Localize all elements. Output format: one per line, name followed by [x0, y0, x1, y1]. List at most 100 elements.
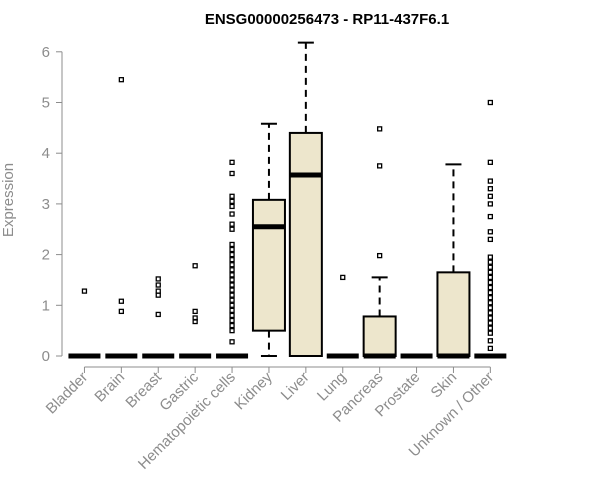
outlier-point [229, 221, 235, 227]
outlier-point [487, 345, 494, 352]
outlier-point [192, 308, 198, 315]
outlier-point [487, 254, 494, 260]
outlier-point [229, 198, 235, 205]
outlier-point [487, 320, 494, 326]
outlier-point [229, 241, 235, 248]
outlier-point [487, 186, 494, 192]
outlier-point [487, 325, 494, 331]
y-tick-label: 0 [42, 348, 50, 365]
outlier-point [155, 292, 161, 298]
outlier-point [487, 264, 494, 270]
outlier-point [118, 298, 124, 304]
outlier-point [487, 330, 494, 336]
outlier-point [229, 262, 235, 268]
outlier-point [229, 246, 235, 253]
box-unknown-other [474, 99, 507, 359]
x-tick-label: Liver [278, 369, 313, 404]
outlier-point [487, 99, 494, 106]
outlier-point [487, 213, 494, 220]
outlier-point [229, 272, 235, 278]
outlier-point [487, 201, 494, 207]
outlier-point [487, 274, 494, 281]
outlier-point [81, 288, 88, 294]
outlier-point [229, 287, 235, 293]
x-tick-label: Kidney [231, 368, 276, 413]
outlier-point [487, 178, 494, 184]
box-brain [105, 77, 138, 359]
outlier-point [229, 339, 235, 345]
outlier-point [376, 126, 383, 132]
outlier-point [487, 295, 494, 301]
y-tick-label: 6 [42, 44, 50, 61]
outlier-point [118, 77, 124, 83]
y-tick-label: 2 [42, 247, 50, 264]
y-tick-label: 5 [42, 95, 50, 112]
outlier-point [229, 292, 235, 298]
outlier-point [376, 252, 383, 259]
outlier-point [229, 317, 235, 324]
outlier-point [487, 159, 494, 165]
outlier-point [229, 251, 235, 258]
box-rect [288, 131, 323, 357]
outlier-point [487, 284, 494, 291]
outlier-point [487, 279, 494, 286]
y-tick-label: 1 [42, 297, 50, 314]
outlier-point [487, 259, 494, 265]
box-bladder [68, 288, 101, 359]
outlier-point [229, 322, 235, 329]
box-pancreas [362, 126, 397, 359]
box-liver [288, 41, 323, 357]
outlier-point [376, 163, 383, 169]
y-axis: 0 1 2 3 4 5 6 [42, 44, 63, 365]
outlier-point [192, 315, 198, 321]
outlier-point [155, 276, 161, 282]
box-rect [436, 271, 471, 357]
outlier-point [229, 226, 235, 232]
box-rect [362, 315, 397, 358]
y-tick-label: 3 [42, 196, 50, 213]
outlier-point [229, 282, 235, 288]
outlier-point [229, 211, 235, 217]
outlier-point [229, 327, 235, 334]
outlier-point [229, 277, 235, 283]
outlier-point [118, 308, 124, 315]
y-axis-label: Expression [0, 163, 17, 237]
outlier-point [487, 193, 494, 199]
outlier-point [229, 307, 235, 314]
box-kidney [251, 122, 286, 357]
chart-title: ENSG00000256473 - RP11-437F6.1 [205, 11, 449, 28]
outlier-point [229, 302, 235, 308]
outlier-point [487, 305, 494, 311]
box-breast [142, 276, 175, 359]
outlier-point [487, 229, 494, 235]
outlier-point [487, 300, 494, 306]
x-tick-label: Bladder [43, 369, 92, 418]
outlier-point [229, 257, 235, 263]
outlier-point [229, 312, 235, 319]
outlier-point [229, 159, 235, 165]
box-lung [326, 274, 359, 359]
outlier-point [340, 274, 346, 281]
box-hematopoietic-cells [216, 159, 249, 359]
outlier-point [155, 288, 161, 294]
outlier-point [229, 170, 235, 177]
outlier-point [487, 269, 494, 275]
outlier-point [229, 203, 235, 210]
box-skin [436, 163, 471, 359]
outlier-point [229, 297, 235, 303]
outlier-point [487, 338, 494, 344]
outlier-point [487, 310, 494, 316]
outlier-point [192, 263, 198, 269]
outlier-point [487, 315, 494, 321]
box-gastric [179, 263, 212, 359]
outlier-point [229, 267, 235, 273]
y-tick-label: 4 [42, 145, 50, 162]
x-tick-label: Skin [428, 369, 461, 402]
box-rect [251, 198, 286, 332]
outlier-point [155, 282, 161, 288]
outlier-point [155, 311, 161, 318]
outlier-point [487, 236, 494, 243]
